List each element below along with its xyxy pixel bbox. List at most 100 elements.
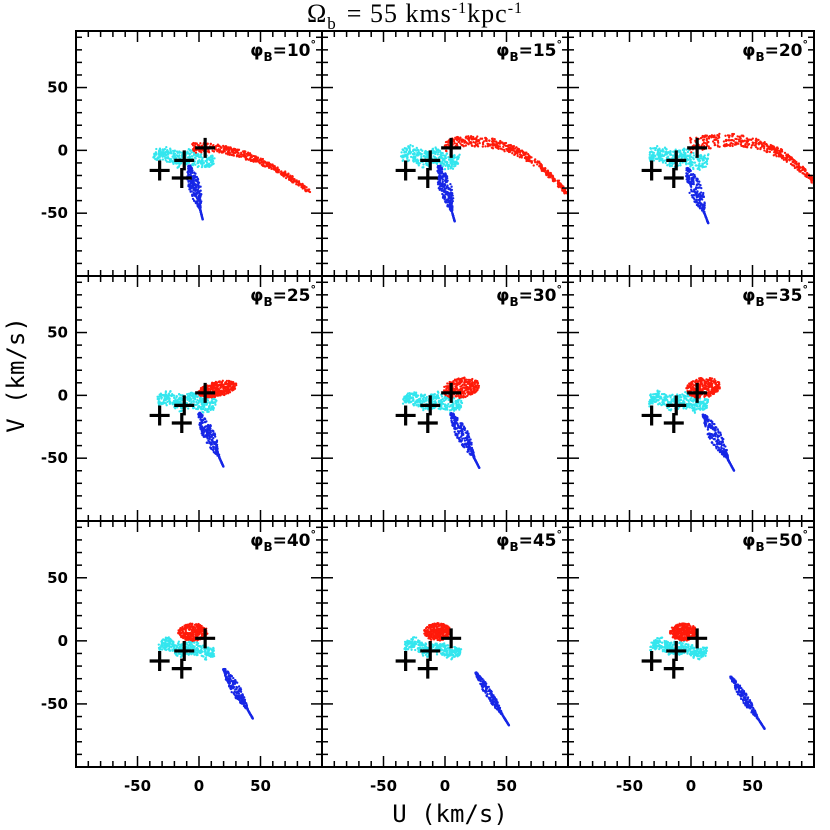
cyan-point [443, 396, 446, 399]
cyan-point [650, 150, 653, 153]
blue-point [449, 182, 452, 186]
blue-point [189, 184, 192, 188]
red-point [199, 142, 202, 145]
cyan-point [664, 150, 668, 153]
cyan-point [192, 400, 196, 404]
y-tick-label: 50 [47, 324, 68, 342]
blue-point [693, 200, 696, 203]
red-point [470, 142, 473, 145]
red-point [549, 174, 553, 178]
cyan-point [703, 156, 707, 160]
red-point [199, 388, 202, 392]
blue-point [212, 430, 215, 433]
red-point [516, 154, 519, 158]
blue-point [696, 190, 699, 193]
red-point [206, 142, 209, 145]
blue-point [201, 415, 204, 418]
red-point [275, 169, 278, 172]
red-point [495, 141, 498, 144]
cyan-point [440, 395, 444, 398]
cyan-point [417, 149, 420, 152]
red-point [479, 137, 482, 140]
red-point [713, 143, 716, 147]
red-point [238, 155, 241, 159]
cyan-point [435, 395, 439, 398]
cyan-point [650, 158, 653, 161]
red-point [689, 139, 692, 142]
cyan-point [688, 161, 692, 164]
red-point [462, 386, 466, 389]
blue-point [190, 187, 193, 190]
red-point [220, 380, 223, 384]
red-point [248, 157, 252, 160]
red-point [469, 389, 472, 392]
blue-point [195, 178, 198, 182]
blue-point [693, 175, 696, 178]
blue-point [188, 168, 191, 171]
cyan-point [406, 392, 410, 395]
cyan-point [414, 391, 418, 394]
cyan-point [664, 161, 667, 165]
panel-points [648, 132, 814, 225]
cyan-point [404, 155, 407, 158]
red-point [699, 137, 703, 140]
red-point [464, 392, 467, 395]
cyan-point [163, 148, 167, 151]
blue-point [685, 175, 688, 178]
cyan-point [437, 151, 440, 154]
cyan-point [173, 156, 177, 159]
cyan-point [161, 150, 164, 154]
red-point [457, 383, 461, 386]
cyan-point [174, 400, 177, 404]
cyan-point [188, 155, 191, 158]
cyan-point [196, 407, 200, 411]
red-point [766, 144, 769, 148]
red-point [481, 143, 485, 146]
cyan-point [691, 163, 694, 167]
blue-point [699, 184, 702, 187]
red-point [232, 383, 236, 386]
cyan-point [196, 162, 200, 165]
red-point [765, 142, 768, 146]
cyan-point [196, 399, 199, 402]
red-point [224, 144, 228, 148]
panel-label-value: =25 [273, 286, 311, 306]
blue-point [438, 181, 442, 185]
blue-point [187, 183, 190, 186]
cyan-point [423, 400, 426, 403]
blue-point [196, 188, 200, 191]
cyan-point [171, 149, 175, 153]
cyan-point [658, 151, 662, 155]
blue-point [449, 191, 452, 195]
cyan-point [206, 410, 209, 414]
red-point [522, 153, 526, 157]
cyan-point [165, 394, 168, 398]
cyan-point [703, 154, 706, 157]
blue-point [448, 199, 451, 203]
cyan-point [680, 153, 684, 156]
blue-point [444, 193, 447, 196]
red-point [231, 150, 234, 153]
blue-point [449, 202, 453, 206]
blue-point [209, 447, 212, 450]
red-point [198, 150, 201, 153]
red-point [788, 159, 791, 162]
red-point [458, 388, 461, 391]
blue-point [686, 176, 690, 179]
cyan-point [706, 154, 710, 157]
panel-label-phi: φ [250, 286, 263, 306]
cyan-point [417, 403, 420, 406]
cyan-point [422, 395, 425, 398]
blue-point [187, 180, 190, 183]
title-value: = 55 kms [347, 0, 452, 28]
blue-point [437, 167, 440, 171]
red-point [473, 144, 476, 148]
red-point [282, 174, 285, 177]
red-point [298, 181, 301, 185]
red-point [705, 137, 708, 140]
cyan-point [454, 399, 458, 403]
cyan-point [417, 164, 420, 167]
cyan-point [208, 407, 211, 410]
cyan-point [407, 151, 411, 154]
cyan-point [661, 150, 665, 153]
